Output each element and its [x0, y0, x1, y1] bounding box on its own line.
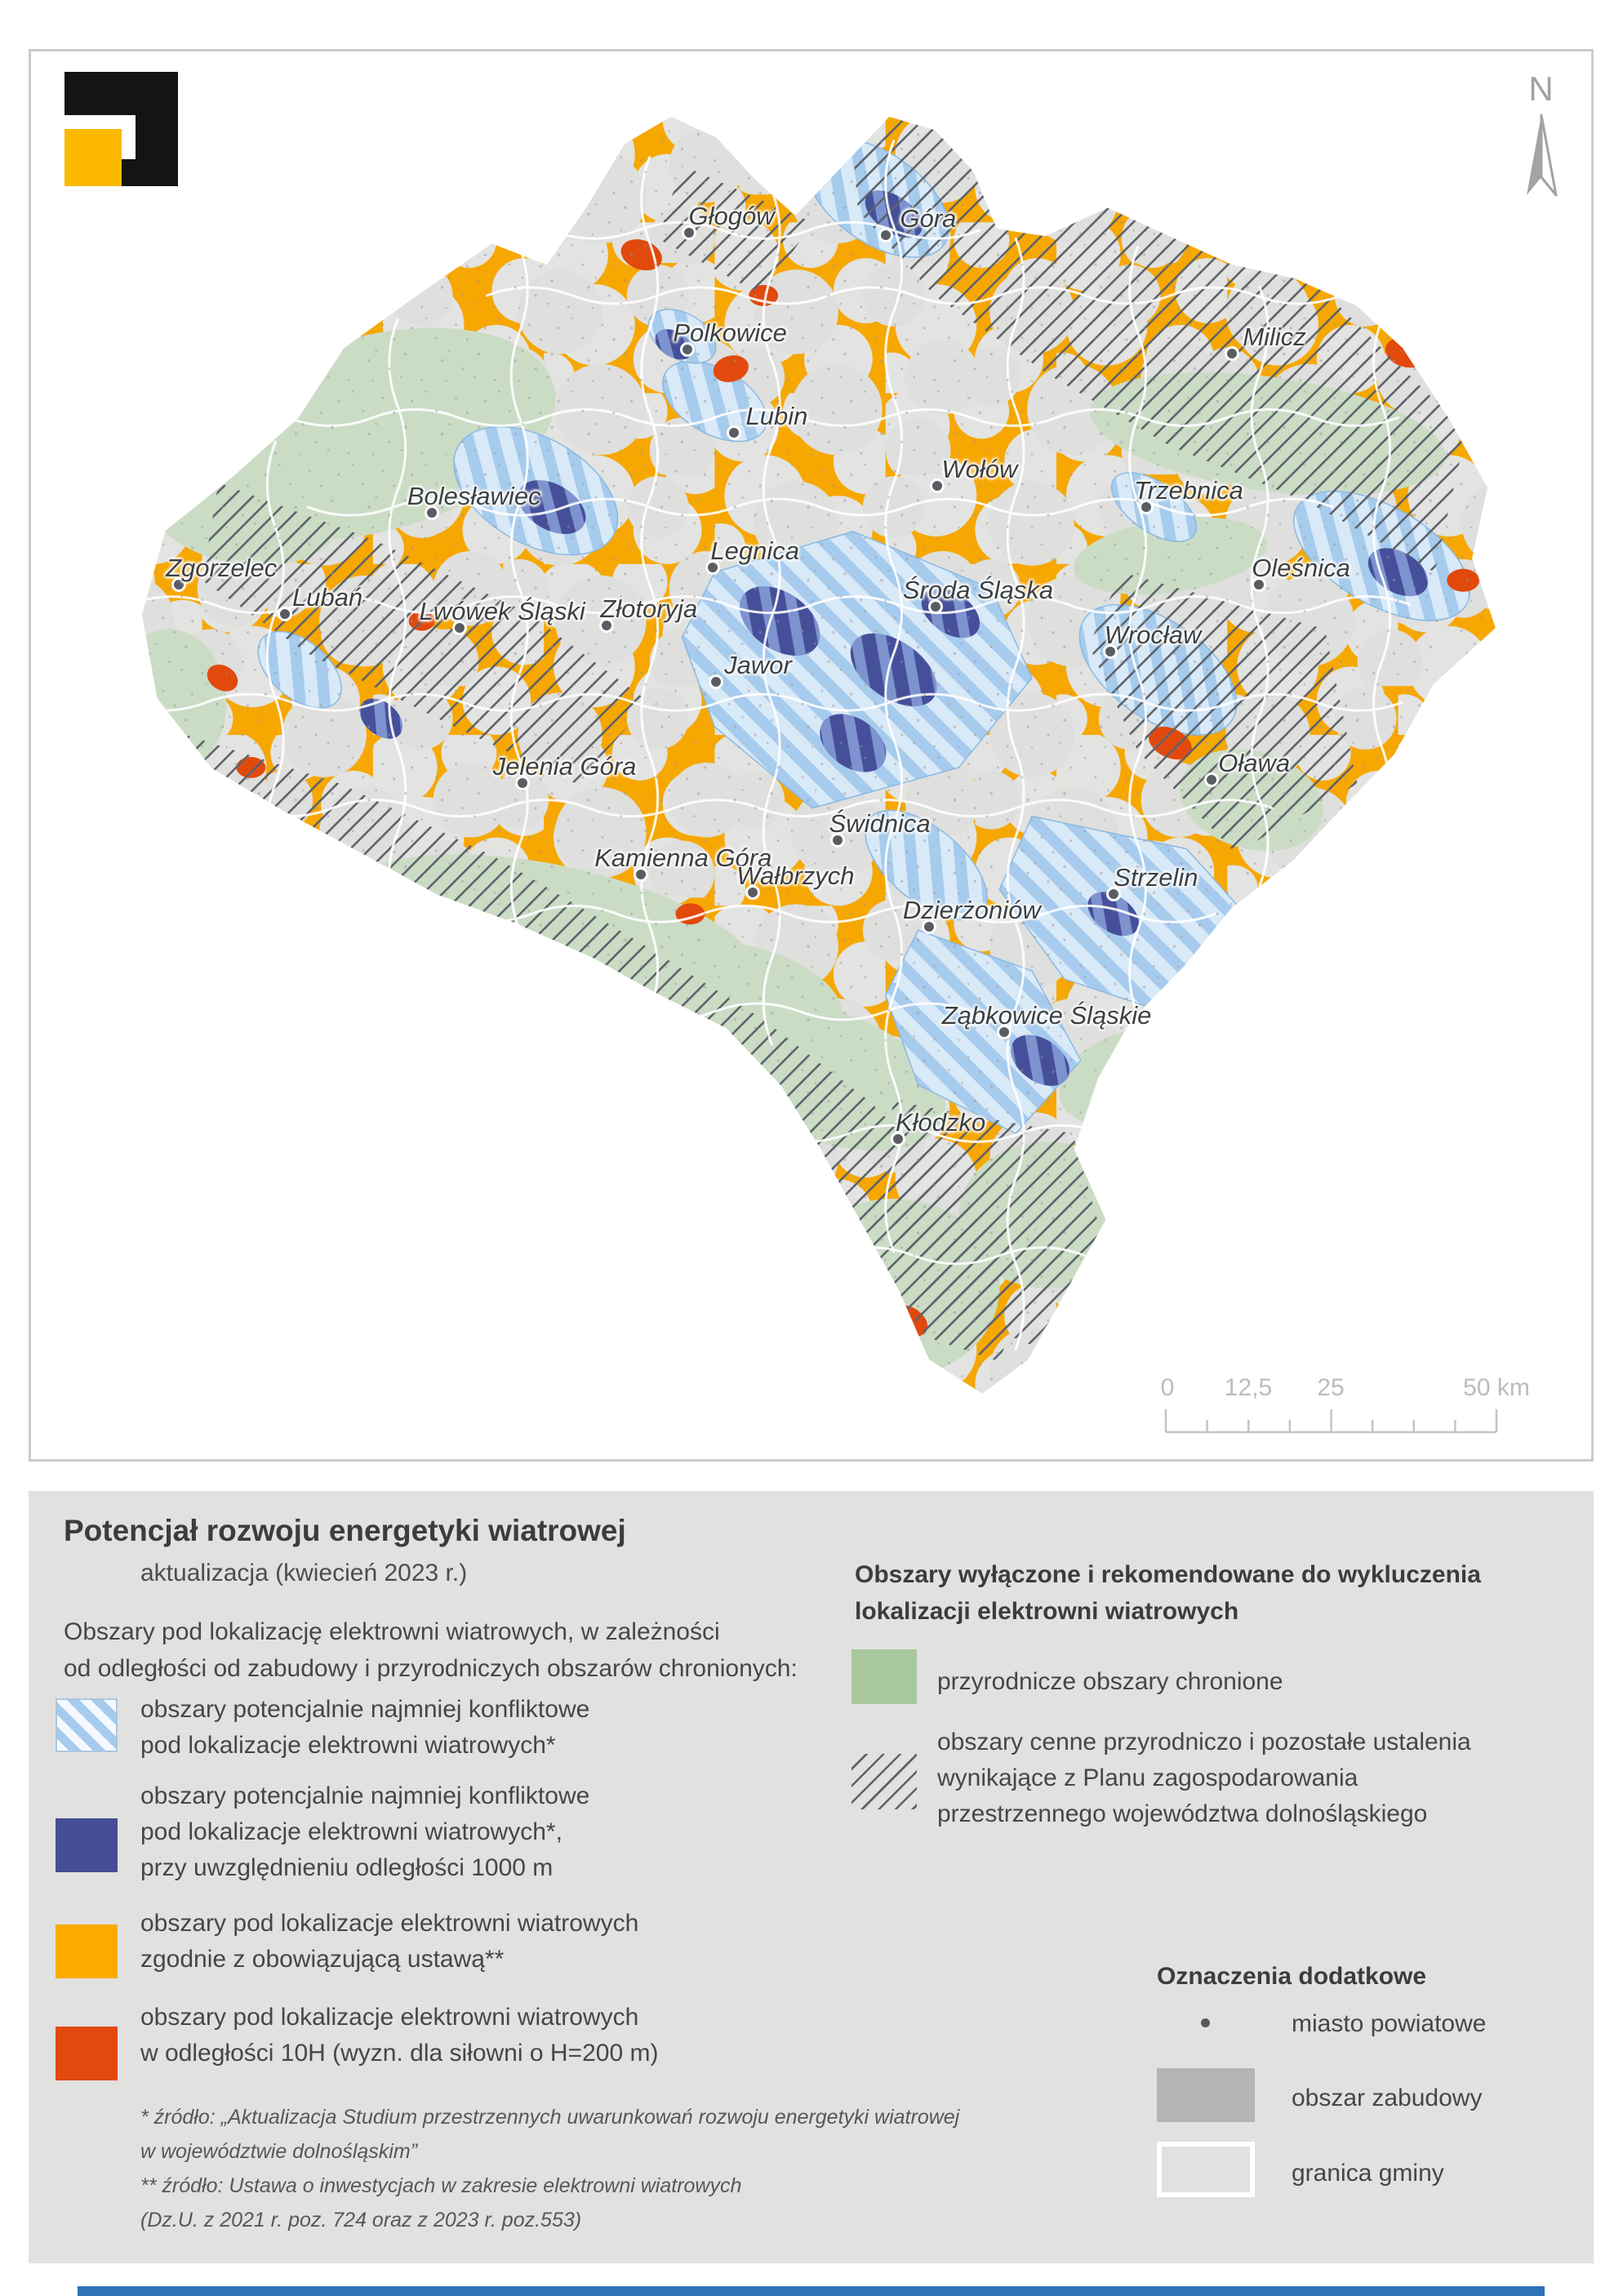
county-town-dot-icon: [1201, 2018, 1210, 2027]
region-texture: [140, 114, 1498, 1396]
footnote-source-study: * źródło: „Aktualizacja Studium przestrz…: [140, 2106, 960, 2163]
scale-label-25: 25: [1317, 1374, 1345, 1401]
legend-item-valuable-nature-plan: obszary cenne przyrodniczo i pozostałe u…: [937, 1729, 1471, 1827]
scale-ruler: [1164, 1409, 1498, 1434]
legend-title: Potencjał rozwoju energetyki wiatrowej: [64, 1514, 626, 1547]
map-panel: Głogów Góra Polkowice Milicz Lubin Wołów Trzeb…: [29, 49, 1594, 1462]
north-arrow-icon: [1527, 113, 1558, 197]
north-arrow: N: [1513, 69, 1570, 200]
legend-item-10h-distance: obszary pod lokalizacje elektrowni wiatr…: [140, 2004, 659, 2067]
legend-item-least-conflict-1000m: obszary potencjalnie najmniej konfliktow…: [140, 1782, 590, 1881]
legend-extras-header: Oznaczenia dodatkowe: [1157, 1963, 1427, 1990]
swatch-per-current-law: [56, 1924, 118, 1978]
legend-intro: Obszary pod lokalizację elektrowni wiatr…: [64, 1618, 798, 1682]
swatch-10h-distance: [56, 2027, 118, 2080]
swatch-built-up-area: [1157, 2068, 1255, 2122]
scale-label-0: 0: [1160, 1374, 1175, 1401]
swatch-protected-nature: [852, 1649, 917, 1704]
legend-item-county-town: miasto powiatowe: [1292, 2010, 1487, 2037]
swatch-valuable-nature-plan: [852, 1754, 917, 1809]
legend-item-per-current-law: obszary pod lokalizacje elektrowni wiatr…: [140, 1910, 639, 1973]
legend-panel: Potencjał rozwoju energetyki wiatrowej a…: [29, 1491, 1594, 2263]
legend-right-header: Obszary wyłączone i rekomendowane do wyk…: [855, 1561, 1481, 1625]
scale-label-12-5: 12,5: [1224, 1374, 1273, 1401]
brand-logo: [64, 72, 178, 186]
scale-label-50km: 50 km: [1463, 1374, 1530, 1401]
logo-black-shape: [64, 72, 178, 186]
scale-bar: 0 12,5 25 50 km: [1160, 1374, 1530, 1439]
footnote-source-law: ** źródło: Ustawa o inwestycjach w zakre…: [140, 2174, 742, 2231]
legend-item-built-up-area: obszar zabudowy: [1292, 2085, 1483, 2111]
map-canvas[interactable]: [31, 51, 1591, 1459]
swatch-least-conflict: [56, 1698, 118, 1752]
legend-item-commune-border: granica gminy: [1292, 2160, 1444, 2187]
north-label: N: [1528, 69, 1554, 108]
swatch-commune-border: [1157, 2142, 1255, 2197]
legend-item-least-conflict: obszary potencjalnie najmniej konfliktow…: [140, 1696, 590, 1759]
footer-accent-bar: [78, 2286, 1545, 2296]
legend-item-protected-nature: przyrodnicze obszary chronione: [937, 1668, 1283, 1695]
legend-subtitle: aktualizacja (kwiecień 2023 r.): [140, 1560, 468, 1586]
region-outline: [138, 113, 1500, 1398]
swatch-least-conflict-1000m: [56, 1818, 118, 1872]
logo-yellow-square: [64, 129, 122, 186]
